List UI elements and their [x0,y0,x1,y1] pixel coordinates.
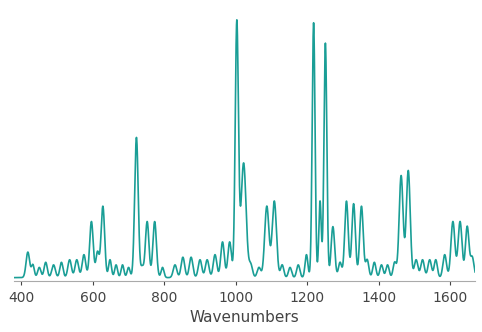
X-axis label: Wavenumbers: Wavenumbers [190,310,299,325]
